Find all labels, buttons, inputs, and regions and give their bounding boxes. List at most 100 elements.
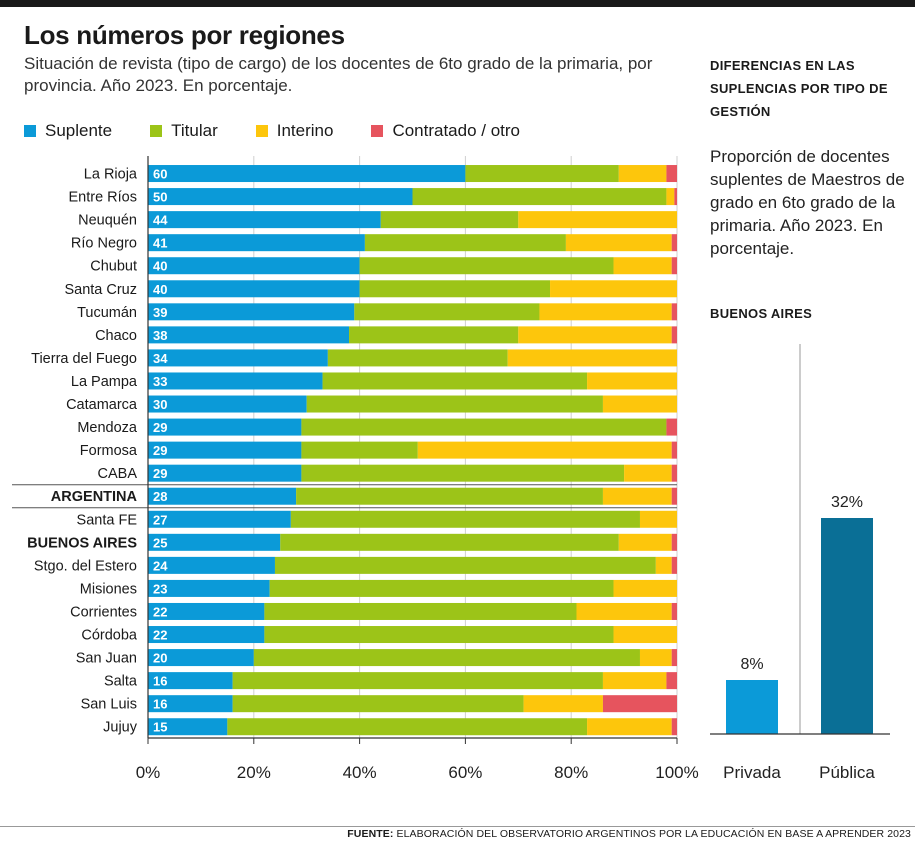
value-label-la-rioja: 60 [153, 167, 167, 182]
value-label-jujuy: 15 [153, 720, 167, 735]
x-tick-label-100: 100% [655, 763, 698, 782]
value-label-la-pampa: 33 [153, 374, 167, 389]
bar-interino-caba [624, 464, 672, 482]
bar-titular-la-rioja [465, 165, 619, 183]
value-label-corrientes: 22 [153, 604, 167, 619]
bar-suplente-argentina [148, 487, 297, 505]
value-label-buenos-aires: 25 [153, 535, 167, 550]
x-tick-label-40: 40% [343, 763, 377, 782]
bar-interino-san-juan [639, 649, 672, 667]
value-label-san-luis: 16 [153, 697, 167, 712]
bar-suplente-buenos-aires [148, 533, 281, 551]
side-value-label-publica: 32% [831, 494, 863, 511]
bar-titular-la-pampa [322, 372, 588, 390]
category-label-mendoza: Mendoza [77, 420, 138, 436]
bar-interino-jujuy [587, 718, 672, 736]
category-label-entre-rios: Entre Ríos [69, 190, 138, 206]
value-label-stgo-del-estero: 24 [153, 558, 168, 573]
category-label-corrientes: Corrientes [70, 604, 137, 620]
bar-titular-tierra-del-fuego [327, 349, 508, 367]
value-label-cordoba: 22 [153, 628, 167, 643]
value-label-san-juan: 20 [153, 651, 167, 666]
bar-titular-chubut [359, 257, 614, 275]
bar-interino-stgo-del-estero [655, 556, 672, 574]
bar-interino-tucuman [539, 303, 672, 321]
legend-item-suplente: Suplente [24, 121, 112, 141]
category-label-tucuman: Tucumán [77, 305, 137, 321]
bar-suplente-neuquen [148, 211, 381, 229]
bar-suplente-misiones [148, 579, 270, 597]
bar-titular-stgo-del-estero [274, 556, 656, 574]
value-label-tucuman: 39 [153, 305, 167, 320]
source-text: ELABORACIÓN DEL OBSERVATORIO ARGENTINOS … [393, 828, 911, 840]
category-label-san-juan: San Juan [76, 651, 137, 667]
x-tick-label-60: 60% [448, 763, 482, 782]
chart-title: Los números por regiones [24, 20, 345, 50]
bar-interino-salta [602, 672, 667, 690]
bar-contratado-otro-corrientes [671, 602, 677, 620]
bar-titular-san-luis [232, 695, 524, 713]
category-label-la-pampa: La Pampa [71, 374, 138, 390]
bar-contratado-otro-san-juan [671, 649, 677, 667]
x-tick-label-80: 80% [554, 763, 588, 782]
value-label-catamarca: 30 [153, 397, 167, 412]
bar-contratado-otro-caba [671, 464, 677, 482]
bar-interino-tierra-del-fuego [507, 349, 677, 367]
bar-suplente-san-luis [148, 695, 233, 713]
bar-interino-cordoba [613, 626, 677, 644]
bar-titular-argentina [296, 487, 603, 505]
bar-suplente-jujuy [148, 718, 228, 736]
side-category-label-publica: Pública [819, 763, 875, 782]
side-value-label-privada: 8% [740, 656, 763, 673]
value-label-neuquen: 44 [153, 213, 168, 228]
bar-titular-neuquen [380, 211, 519, 229]
legend-swatch-contratado [371, 125, 384, 137]
bar-titular-santa-fe [290, 510, 640, 528]
bar-interino-rio-negro [565, 234, 672, 252]
bar-suplente-stgo-del-estero [148, 556, 275, 574]
category-label-salta: Salta [104, 674, 138, 690]
value-label-argentina: 28 [153, 489, 167, 504]
category-label-cordoba: Córdoba [81, 628, 138, 644]
x-tick-label-20: 20% [237, 763, 271, 782]
bar-suplente-san-juan [148, 649, 254, 667]
bar-titular-catamarca [306, 395, 603, 413]
category-label-catamarca: Catamarca [66, 397, 138, 413]
value-label-formosa: 29 [153, 443, 167, 458]
bar-titular-formosa [301, 441, 418, 459]
bar-interino-la-rioja [618, 165, 667, 183]
value-label-chaco: 38 [153, 328, 167, 343]
legend-label-contratado: Contratado / otro [392, 121, 521, 140]
side-category-label-privada: Privada [723, 763, 781, 782]
bar-titular-rio-negro [364, 234, 566, 252]
value-label-tierra-del-fuego: 34 [153, 351, 168, 366]
category-label-chaco: Chaco [95, 328, 137, 344]
bar-contratado-otro-chubut [671, 257, 677, 275]
bar-suplente-santa-fe [148, 510, 291, 528]
source-note: FUENTE: ELABORACIÓN DEL OBSERVATORIO ARG… [347, 828, 911, 840]
bar-contratado-otro-salta [666, 672, 677, 690]
bar-suplente-tierra-del-fuego [148, 349, 328, 367]
source-label: FUENTE: [347, 828, 394, 840]
bar-interino-buenos-aires [618, 533, 672, 551]
bar-suplente-rio-negro [148, 234, 365, 252]
category-label-neuquen: Neuquén [78, 213, 137, 229]
bar-titular-caba [301, 464, 625, 482]
bar-titular-mendoza [301, 418, 667, 436]
bar-titular-cordoba [264, 626, 614, 644]
bar-contratado-otro-argentina [671, 487, 677, 505]
category-label-caba: CABA [98, 466, 138, 482]
category-label-santa-cruz: Santa Cruz [64, 282, 137, 298]
category-label-chubut: Chubut [90, 259, 137, 275]
legend-label-interino: Interino [276, 121, 334, 140]
bar-suplente-chubut [148, 257, 360, 275]
category-label-santa-fe: Santa FE [77, 512, 138, 528]
bar-contratado-otro-san-luis [602, 695, 677, 713]
value-label-chubut: 40 [153, 259, 167, 274]
category-label-buenos-aires: BUENOS AIRES [27, 535, 137, 551]
bar-contratado-otro-formosa [671, 441, 677, 459]
side-bar-publica [821, 518, 873, 734]
legend-item-interino: Interino [255, 121, 334, 141]
value-label-misiones: 23 [153, 581, 167, 596]
value-label-santa-fe: 27 [153, 512, 167, 527]
